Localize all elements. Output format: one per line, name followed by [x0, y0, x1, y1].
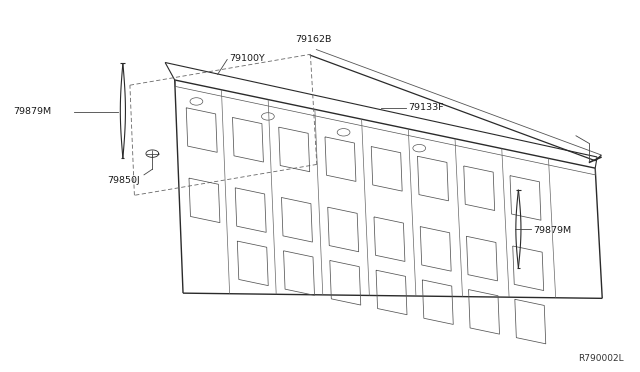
Text: 79100Y: 79100Y: [229, 54, 265, 63]
Text: 79879M: 79879M: [533, 226, 572, 235]
Text: 79850J: 79850J: [108, 176, 140, 185]
Text: R790002L: R790002L: [579, 354, 624, 363]
Text: 79162B: 79162B: [296, 35, 332, 44]
Text: 79133F: 79133F: [408, 103, 444, 112]
Text: 79879M: 79879M: [13, 107, 51, 116]
